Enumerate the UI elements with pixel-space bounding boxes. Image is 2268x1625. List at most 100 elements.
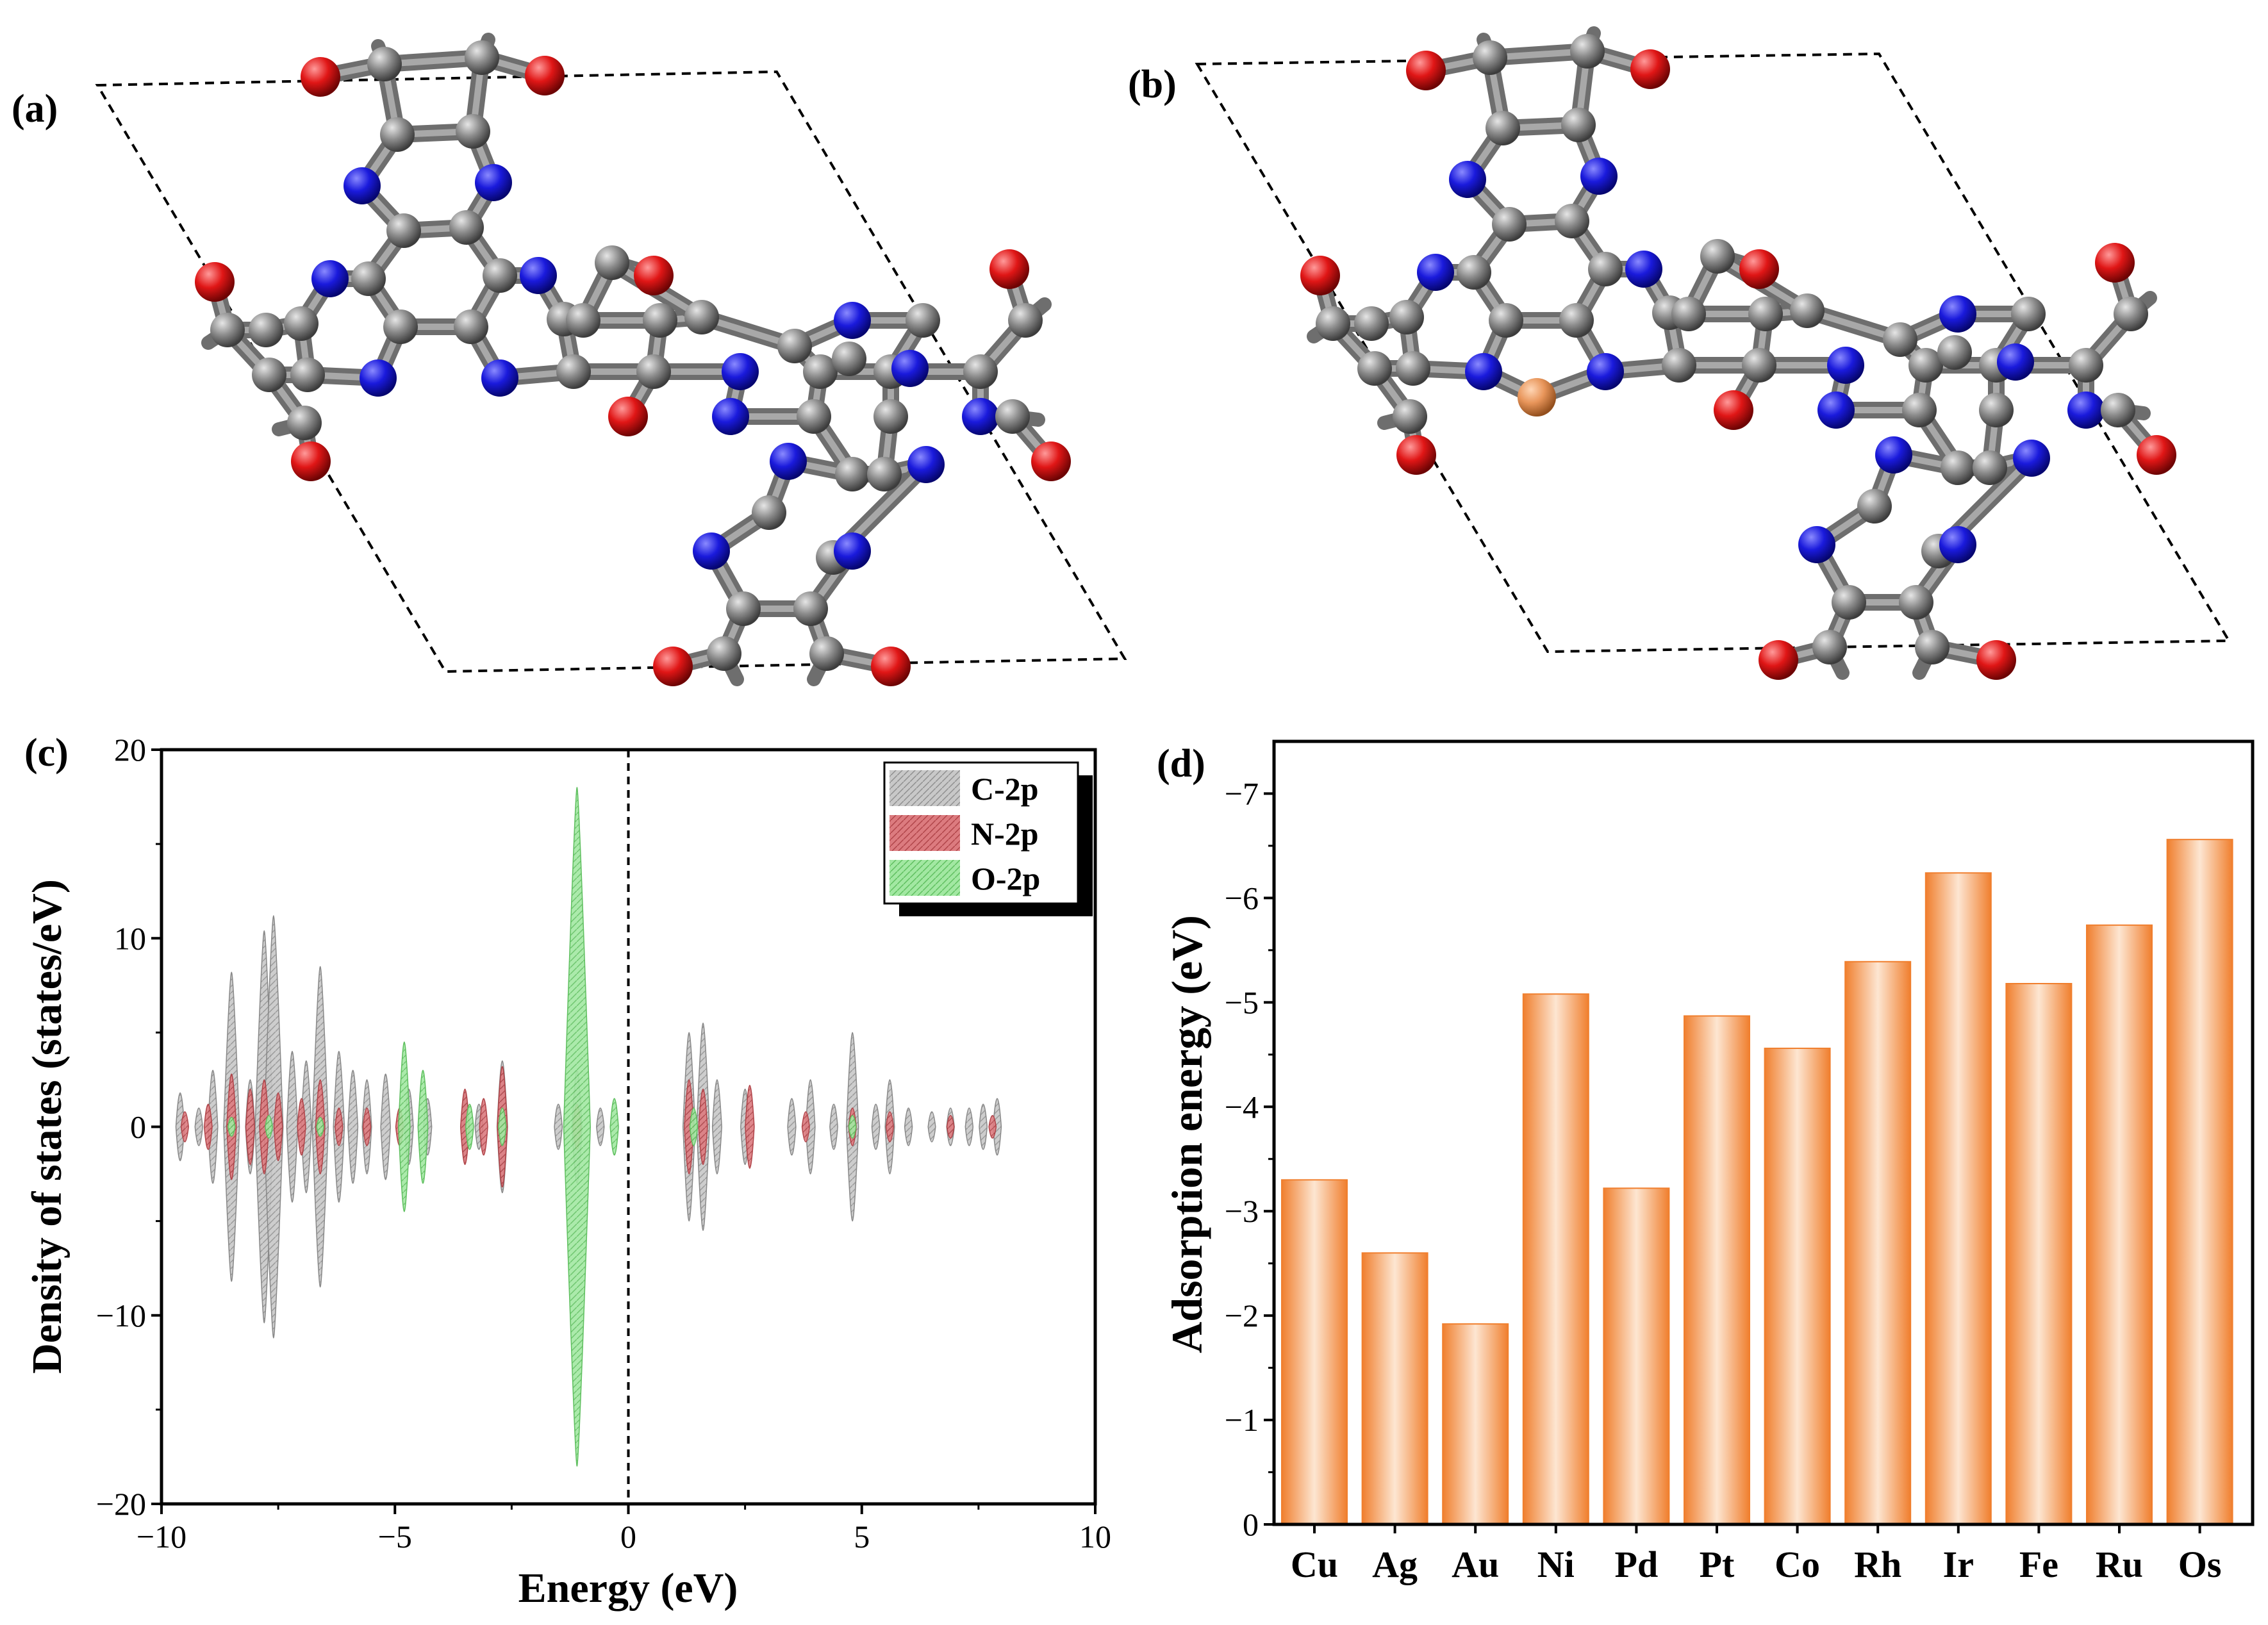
dos-y-ticks: −20 −10 0 10 20 [96,732,161,1522]
nitrogen-atom [834,302,871,339]
dos-peak-n2p [885,1111,895,1142]
dos-areas [175,787,1002,1467]
carbon-atom [1393,399,1427,434]
oxygen-atom [1759,640,1798,680]
panel-label-b: (b) [1128,63,1177,106]
oxygen-atom [608,397,648,436]
carbon-atom [456,114,490,149]
carbon-atom [1671,297,1706,331]
dos-peak-o2p [227,1117,236,1137]
dos-peak-n2p [203,1103,213,1150]
nitrogen-atom [1817,392,1855,429]
carbon-atom [707,636,741,671]
dos-peak-o2p [417,1069,429,1184]
dos-y-tick-label: −10 [96,1298,146,1333]
carbon-atom [351,261,386,296]
carbon-atom [2069,348,2103,383]
panel-a-structure [95,33,1127,686]
bar-fe [2005,983,2073,1526]
carbon-atom [1857,489,1892,524]
carbon-atom [684,300,719,334]
bar-x-label-cu: Cu [1291,1544,1338,1585]
oxygen-atom [2137,435,2176,475]
nitrogen-atom [1625,251,1662,288]
dos-peak-n2p [362,1107,372,1146]
carbon-atom [1389,300,1424,334]
panel-b-structure [1195,26,2231,680]
legend-swatch-o2p [890,860,960,896]
bar-ag [1361,1252,1428,1525]
carbon-atom [1700,239,1735,274]
carbon-atom [963,354,998,389]
dos-peak-o2p [398,1041,411,1212]
oxygen-atom [195,262,235,302]
nitrogen-atom [311,260,349,297]
dos-peak-n2p [273,1092,283,1162]
carbon-atom [1973,450,2007,485]
bar-x-label-ag: Ag [1372,1544,1418,1585]
carbon-atom [1008,303,1043,338]
bar-pd [1603,1187,1670,1525]
nitrogen-atom [481,359,518,397]
bar-y-tick-label: −4 [1225,1089,1259,1125]
bar-y-tick-label: −1 [1225,1402,1259,1438]
nitrogen-atom [344,167,381,204]
dos-peak-n2p [801,1111,810,1142]
nitrogen-atom [475,164,512,201]
carbon-atom [1486,111,1520,145]
nitrogen-atom [1939,295,1976,333]
bar-x-label-pt: Pt [1700,1544,1735,1585]
carbon-atom [1561,108,1596,142]
dos-peak-c2p [964,1107,974,1146]
carbon-atom [1915,630,1949,664]
carbon-atom [1473,40,1507,75]
dos-peak-o2p [465,1103,474,1150]
panel-label-a: (a) [12,87,58,131]
metal-atom [1518,378,1556,417]
carbon-atom [1662,348,1696,383]
oxygen-atom [1406,51,1446,90]
nitrogen-atom [2013,440,2050,477]
nitrogen-atom [1449,161,1486,198]
carbon-atom [1902,393,1937,427]
legend-label-n2p: N-2p [971,816,1039,852]
bar-y-tick-label: −5 [1225,984,1259,1020]
atoms [195,40,1071,686]
oxygen-atom [525,56,565,95]
carbon-atom [873,399,908,434]
carbon-atom [380,117,415,152]
bar-x-label-au: Au [1452,1544,1499,1585]
nitrogen-atom [2067,392,2105,429]
carbon-atom [1742,348,1776,383]
molecule-a [195,33,1071,686]
legend-swatch-c2p [890,770,960,806]
nitrogen-atom [693,532,730,570]
dos-x-axis-label: Energy (eV) [518,1565,738,1612]
bar-y-tick-label: −7 [1225,775,1259,811]
bar-ru [2086,924,2153,1525]
dos-peak-c2p [300,1060,312,1194]
carbon-atom [2114,297,2148,331]
dos-y-tick-label: 0 [130,1109,146,1145]
legend-swatch-n2p [890,815,960,851]
molecule-b [1300,26,2176,680]
nitrogen-atom [891,350,929,387]
nitrogen-atom [1875,436,1912,474]
dos-peak-o2p [316,1117,324,1137]
nitrogen-atom [360,359,397,397]
dos-peak-c2p [711,1079,722,1175]
bar-x-label-rh: Rh [1854,1544,1901,1585]
bar-x-label-co: Co [1775,1544,1820,1585]
dos-peak-c2p [904,1107,913,1146]
carbon-atom [1937,335,1972,370]
dos-y-tick-label: 20 [114,732,146,768]
carbon-atom [752,495,786,530]
dos-peak-c2p [927,1111,936,1142]
bar-x-label-fe: Fe [2019,1544,2058,1585]
carbon-atom [995,399,1030,434]
dos-peak-o2p [265,1115,273,1139]
dos-peak-n2p [297,1098,306,1156]
carbon-atom [726,591,761,626]
bar-pt [1684,1015,1750,1525]
